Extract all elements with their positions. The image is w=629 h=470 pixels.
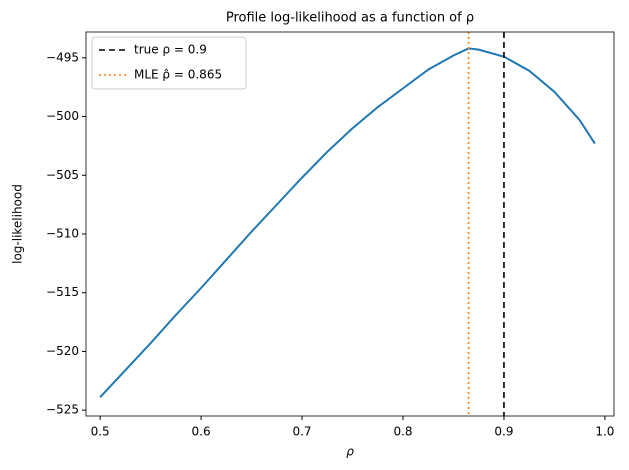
y-axis-label: log-likelihood <box>11 184 25 264</box>
legend-box <box>91 36 247 90</box>
x-tick-label: 0.5 <box>91 425 110 439</box>
legend-label: true ρ = 0.9 <box>134 43 207 57</box>
x-tick-label: 0.9 <box>494 425 513 439</box>
x-axis-label: ρ <box>346 445 354 459</box>
y-tick-label: −510 <box>46 226 79 240</box>
y-tick-label: −525 <box>46 403 79 417</box>
y-tick-label: −495 <box>46 50 79 64</box>
chart-title: Profile log-likelihood as a function of … <box>226 11 474 26</box>
x-tick-label: 1.0 <box>595 425 614 439</box>
x-tick-label: 0.6 <box>192 425 211 439</box>
legend-label: MLE ρ̂ = 0.865 <box>134 68 222 82</box>
y-tick-label: −505 <box>46 168 79 182</box>
y-tick-label: −515 <box>46 285 79 299</box>
x-tick-label: 0.8 <box>393 425 412 439</box>
plot-frame <box>85 31 615 417</box>
line-series <box>99 47 596 398</box>
x-tick-label: 0.7 <box>292 425 311 439</box>
y-tick-label: −500 <box>46 109 79 123</box>
y-tick-label: −520 <box>46 344 79 358</box>
